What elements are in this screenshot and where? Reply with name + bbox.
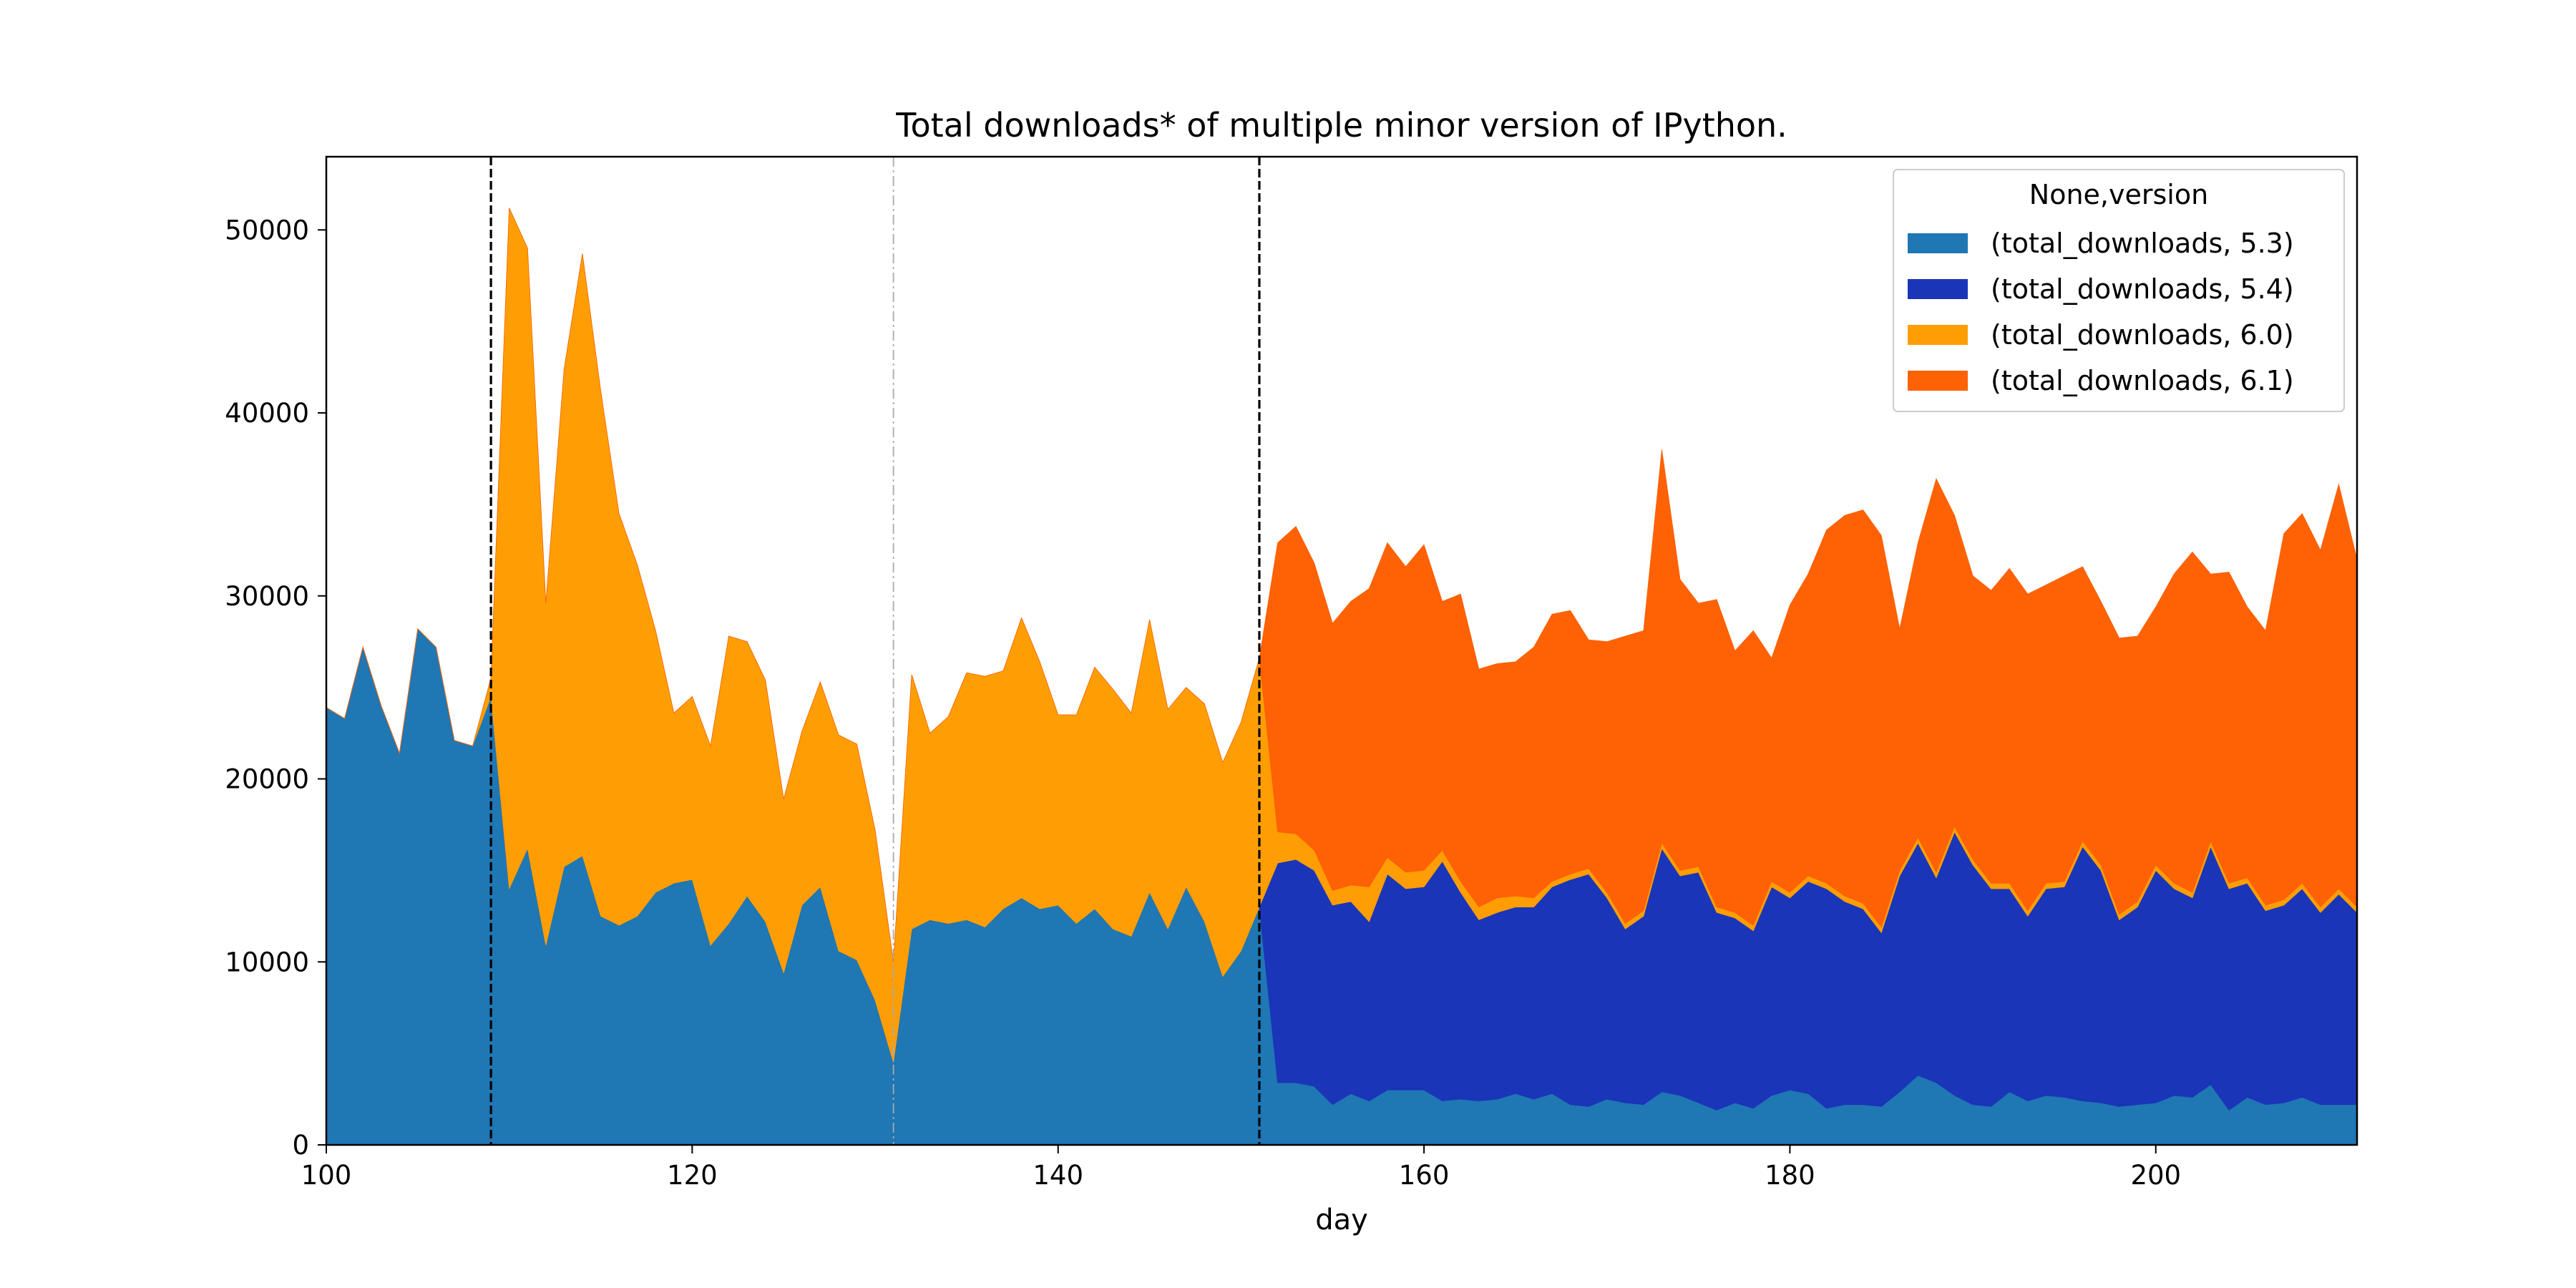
- x-tick-label: 200: [2130, 1160, 2181, 1191]
- legend-label: (total_downloads, 5.4): [1991, 273, 2294, 305]
- legend-label: (total_downloads, 6.0): [1991, 319, 2294, 351]
- legend-swatch: [1908, 233, 1968, 253]
- legend-swatch: [1908, 371, 1968, 391]
- y-tick-label: 10000: [225, 947, 309, 977]
- x-tick-label: 180: [1765, 1160, 1815, 1191]
- x-axis-label: day: [1315, 1204, 1368, 1236]
- y-tick-label: 30000: [225, 581, 309, 612]
- x-tick-label: 120: [667, 1160, 718, 1191]
- reference-lines: [489, 157, 1261, 1145]
- x-tick-label: 160: [1399, 1160, 1450, 1191]
- x-tick-label: 140: [1033, 1160, 1083, 1191]
- y-tick-label: 20000: [225, 764, 309, 795]
- y-axis: 0 10000 20000 30000 40000 50000: [225, 215, 326, 1161]
- plot-frame: [325, 155, 2358, 1146]
- x-tick-label: 100: [301, 1160, 352, 1191]
- y-tick-label: 0: [292, 1130, 309, 1161]
- legend-box: [1893, 169, 2345, 412]
- y-tick-label: 50000: [225, 215, 309, 245]
- legend-label: (total_downloads, 5.3): [1991, 228, 2294, 259]
- legend-items: (total_downloads, 5.3) (total_downloads, …: [1908, 228, 2294, 396]
- legend: None,version (total_downloads, 5.3)(tota…: [1893, 169, 2345, 412]
- chart-title: Total downloads* of multiple minor versi…: [895, 106, 1787, 145]
- legend-title: None,version: [2029, 179, 2208, 210]
- y-tick-label: 40000: [225, 398, 309, 429]
- legend-label: (total_downloads, 6.1): [1991, 365, 2294, 396]
- legend-swatch: [1908, 279, 1968, 299]
- legend-swatch: [1908, 325, 1968, 345]
- x-axis: 100 120 140 160 180 200: [301, 1145, 2181, 1191]
